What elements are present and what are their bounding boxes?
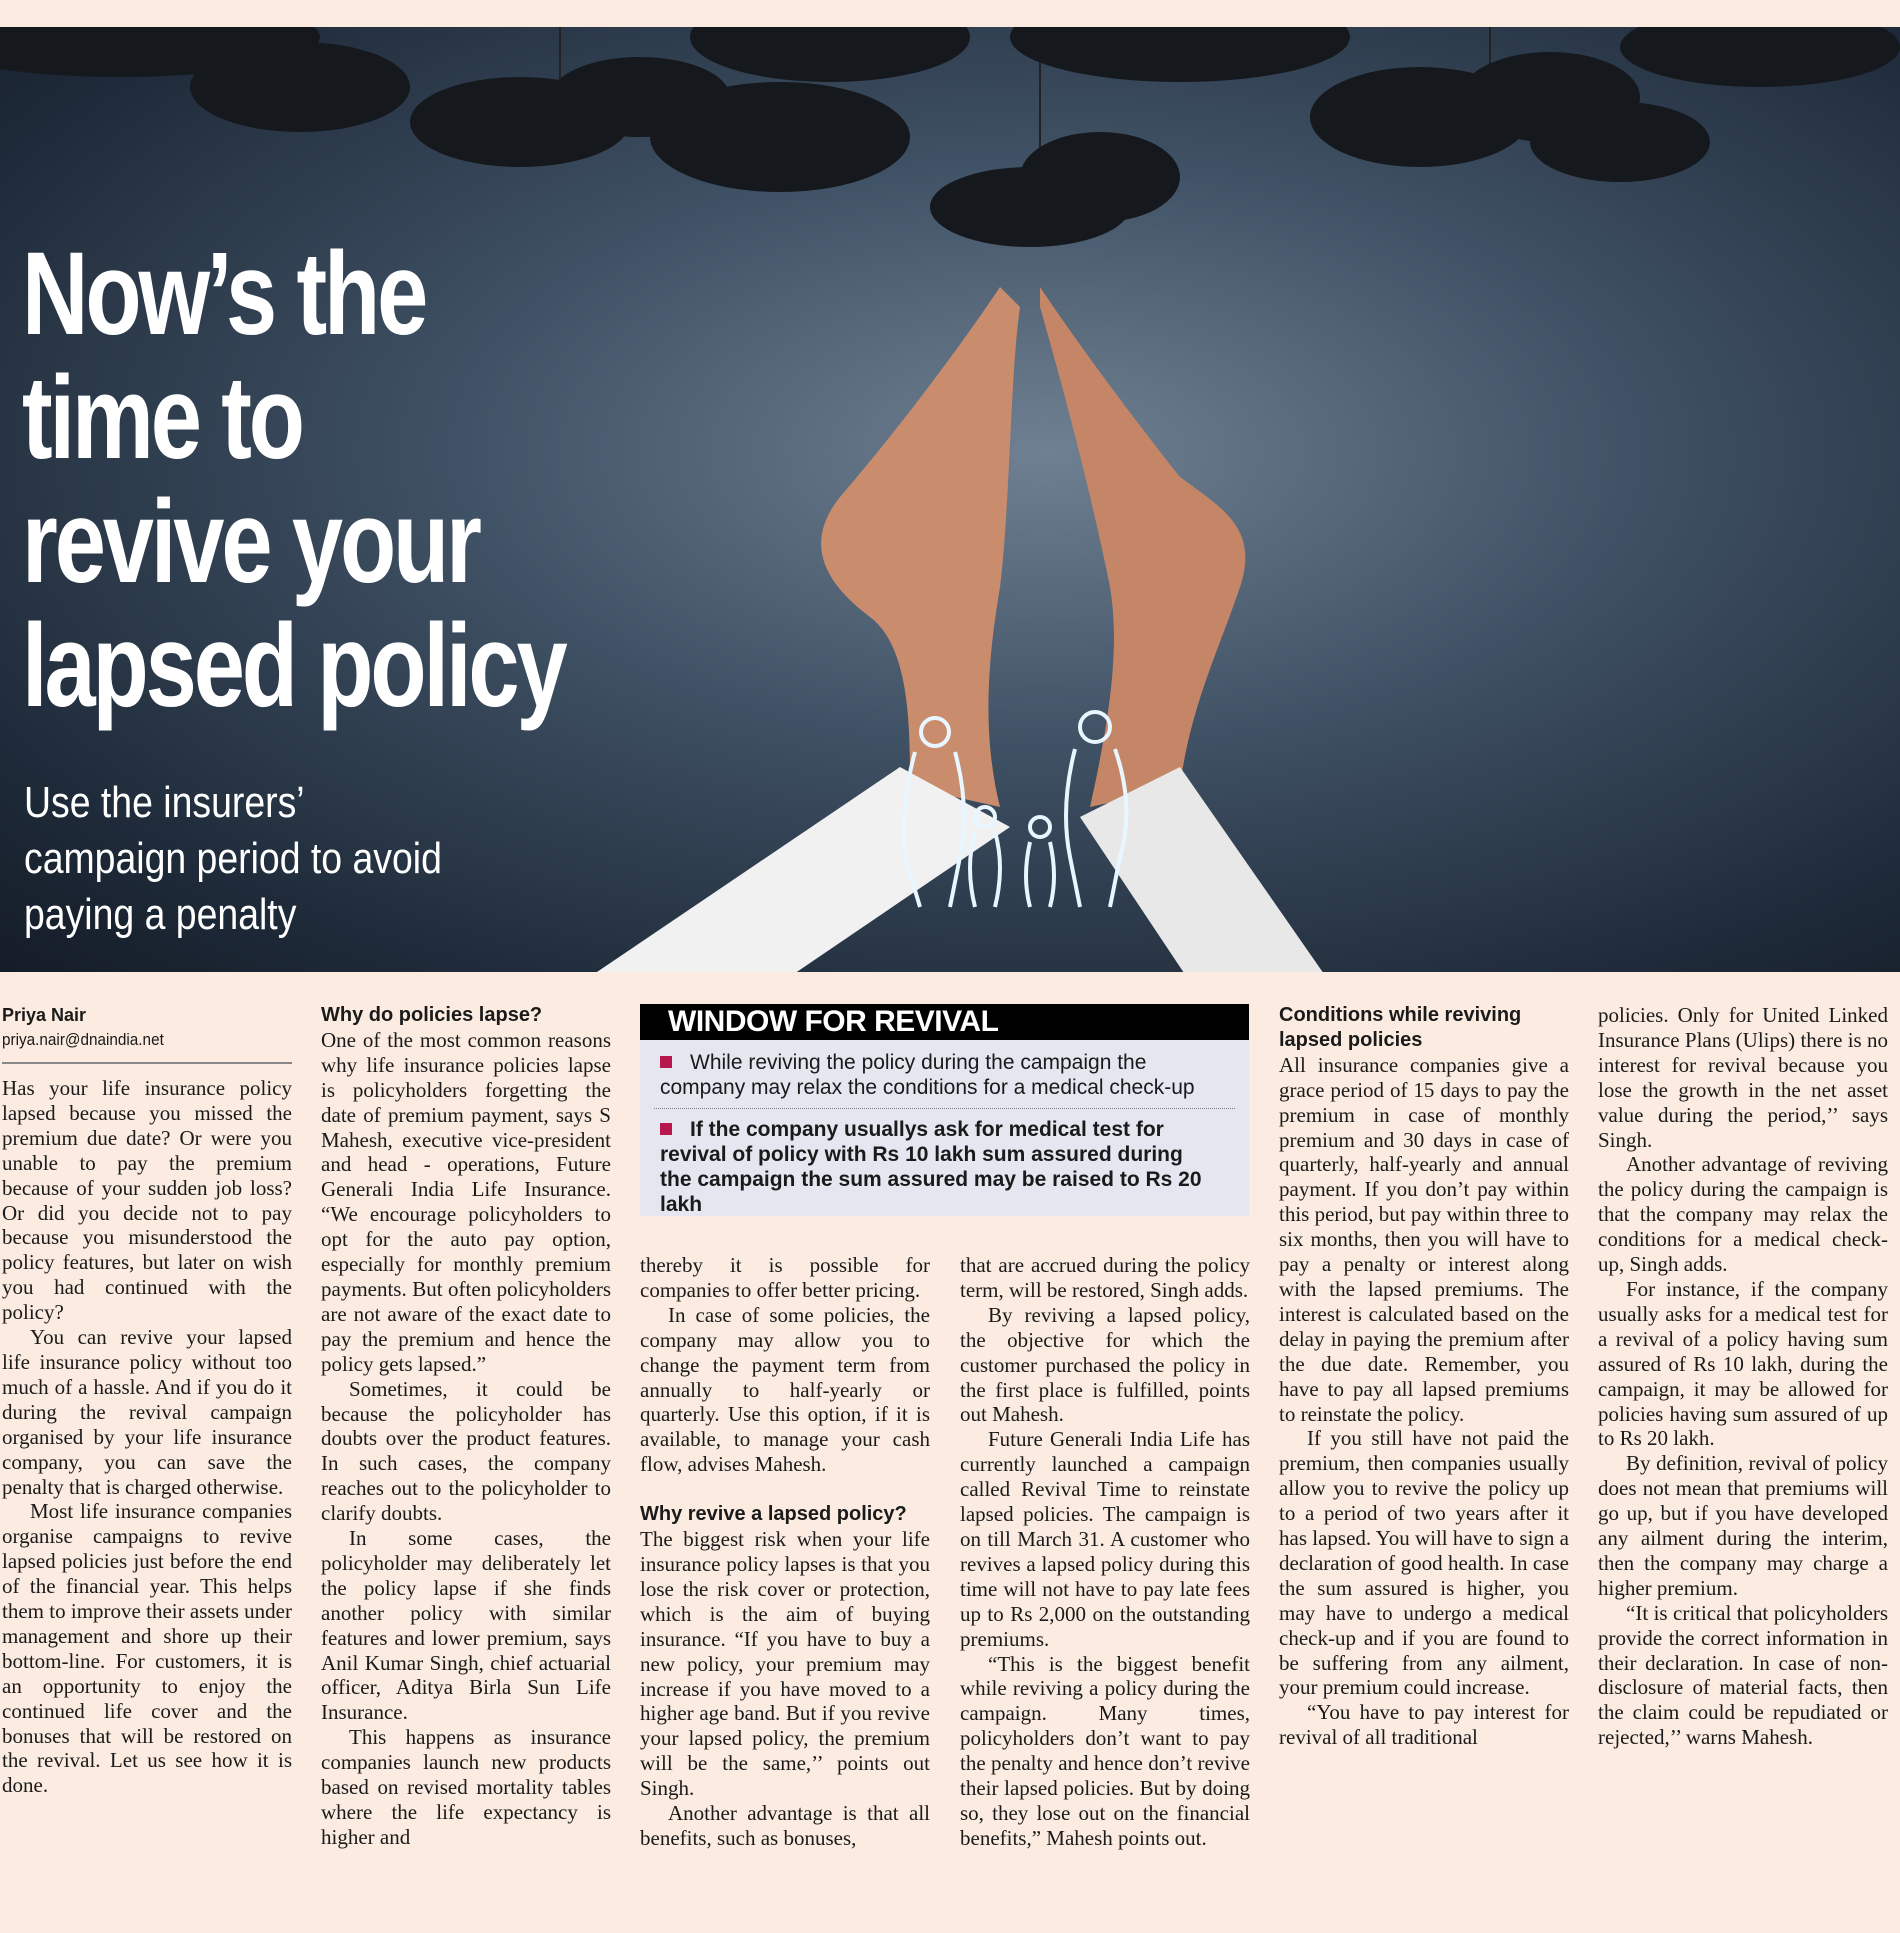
headline-line: revive your <box>22 476 482 608</box>
headline: Now’s the time to revive your lapsed pol… <box>22 228 568 732</box>
column-5: Conditions while reviving lapsed policie… <box>1279 1003 1569 1933</box>
paragraph: policies. Only for United Linked Insuran… <box>1598 1003 1888 1152</box>
paragraph: Future Generali India Life has currently… <box>960 1427 1250 1651</box>
paragraph: The biggest risk when your life insuranc… <box>640 1527 930 1801</box>
hands <box>596 287 1323 972</box>
clouds <box>0 27 1900 247</box>
box-item: If the company usuallys ask for medical … <box>654 1108 1235 1217</box>
bullet-square-icon <box>660 1056 672 1068</box>
paragraph: Another advantage of reviving the policy… <box>1598 1152 1888 1277</box>
paragraph: that are accrued during the policy term,… <box>960 1253 1250 1302</box>
box-item-text: While reviving the policy during the cam… <box>660 1051 1195 1099</box>
paragraph: Has your life insurance policy lapsed be… <box>2 1076 292 1325</box>
paragraph: “It is critical that policyholders provi… <box>1598 1600 1888 1750</box>
paragraph: This happens as insurance companies laun… <box>321 1725 611 1849</box>
paragraph: “This is the biggest benefit while reviv… <box>960 1651 1250 1850</box>
paragraph: thereby it is possible for companies to … <box>640 1253 930 1302</box>
paragraph: Sometimes, it could be because the polic… <box>321 1376 611 1526</box>
column-4: that are accrued during the policy term,… <box>960 1253 1250 1933</box>
paragraph: Most life insurance companies organise c… <box>2 1499 292 1798</box>
paragraph: In case of some policies, the company ma… <box>640 1302 930 1477</box>
column-1: Priya Nair priya.nair@dnaindia.net Has y… <box>2 1003 292 1933</box>
hands-house-illustration <box>0 27 1900 972</box>
column-6: policies. Only for United Linked Insuran… <box>1598 1003 1888 1933</box>
subhead-line: campaign period to avoid <box>24 834 442 883</box>
subheadline: Use the insurers’ campaign period to avo… <box>24 775 442 943</box>
bullet-square-icon <box>660 1123 672 1135</box>
box-item: While reviving the policy during the cam… <box>640 1050 1249 1100</box>
byline-name: Priya Nair <box>2 1005 87 1025</box>
column-2: Why do policies lapse? One of the most c… <box>321 1003 611 1933</box>
paragraph: By reviving a lapsed policy, the objecti… <box>960 1302 1250 1427</box>
column-3: thereby it is possible for companies to … <box>640 1253 930 1933</box>
section-heading: Why revive a lapsed policy? <box>640 1503 907 1526</box>
box-item-text: If the company usuallys ask for medical … <box>660 1118 1202 1216</box>
window-for-revival-box: WINDOW FOR REVIVAL While reviving the po… <box>640 1004 1249 1216</box>
box-title: WINDOW FOR REVIVAL <box>640 1004 1249 1040</box>
paragraph: If you still have not paid the premium, … <box>1279 1426 1569 1700</box>
paragraph: For instance, if the company usually ask… <box>1598 1276 1888 1451</box>
paragraph: All insurance companies give a grace per… <box>1279 1052 1569 1426</box>
hero-photo: Now’s the time to revive your lapsed pol… <box>0 27 1900 972</box>
byline-email[interactable]: priya.nair@dnaindia.net <box>2 1030 164 1049</box>
paragraph: By definition, revival of policy does no… <box>1598 1451 1888 1600</box>
paragraph: Another advantage is that all benefits, … <box>640 1801 930 1850</box>
headline-line: time to <box>22 352 305 484</box>
divider <box>2 1062 292 1064</box>
paragraph: You can revive your lapsed life insuranc… <box>2 1325 292 1499</box>
paragraph: “You have to pay interest for revival of… <box>1279 1700 1569 1750</box>
paragraph: In some cases, the policyholder may deli… <box>321 1526 611 1725</box>
paragraph: One of the most common reasons why life … <box>321 1027 611 1376</box>
section-heading: Conditions while reviving lapsed policie… <box>1279 1004 1522 1051</box>
family-silhouette <box>901 710 1129 908</box>
headline-line: Now’s the <box>22 228 428 360</box>
subhead-line: Use the insurers’ <box>24 778 305 827</box>
headline-line: lapsed policy <box>22 600 568 732</box>
section-heading: Why do policies lapse? <box>321 1004 543 1026</box>
subhead-line: paying a penalty <box>24 890 297 939</box>
